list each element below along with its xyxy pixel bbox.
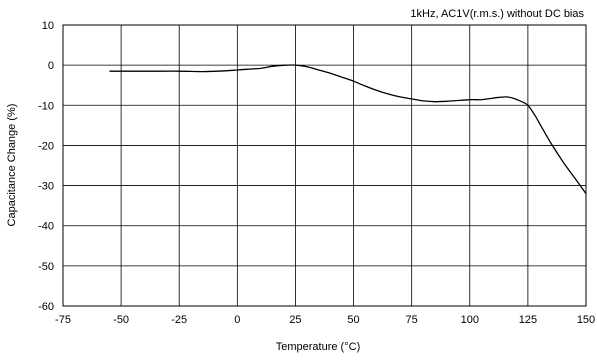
y-tick-labels: 10 0 -10 -20 -30 -40 -50 -60 [38,20,54,313]
x-tick-label: 0 [234,314,240,326]
y-tick-label: -40 [38,221,54,233]
y-tick-label: -60 [38,301,54,313]
x-tick-label: 50 [347,314,359,326]
plot-frame [62,24,587,307]
plot-area [63,25,586,306]
series-layer [109,64,587,194]
x-tick-label: 75 [406,314,418,326]
x-tick-label: 150 [577,314,595,326]
series-line [109,64,587,194]
y-tick-label: -30 [38,181,54,193]
y-tick-label: -50 [38,261,54,273]
y-tick-label: -20 [38,140,54,152]
x-tick-label: -75 [55,314,71,326]
x-tick-labels: -75 -50 -25 0 25 50 75 100 125 150 [55,314,595,326]
x-tick-label: 25 [289,314,301,326]
x-tick-label: 125 [519,314,537,326]
y-axis-title: Capacitance Change (%) [6,104,18,227]
y-tick-label: 0 [48,60,54,72]
y-tick-label: 10 [42,20,54,32]
x-axis-title: Temperature (°C) [276,341,360,353]
annotation-note: 1kHz, AC1V(r.m.s.) without DC bias [410,8,584,20]
y-tick-label: -10 [38,100,54,112]
x-tick-label: 100 [461,314,479,326]
x-tick-label: -25 [171,314,187,326]
x-tick-label: -50 [113,314,129,326]
